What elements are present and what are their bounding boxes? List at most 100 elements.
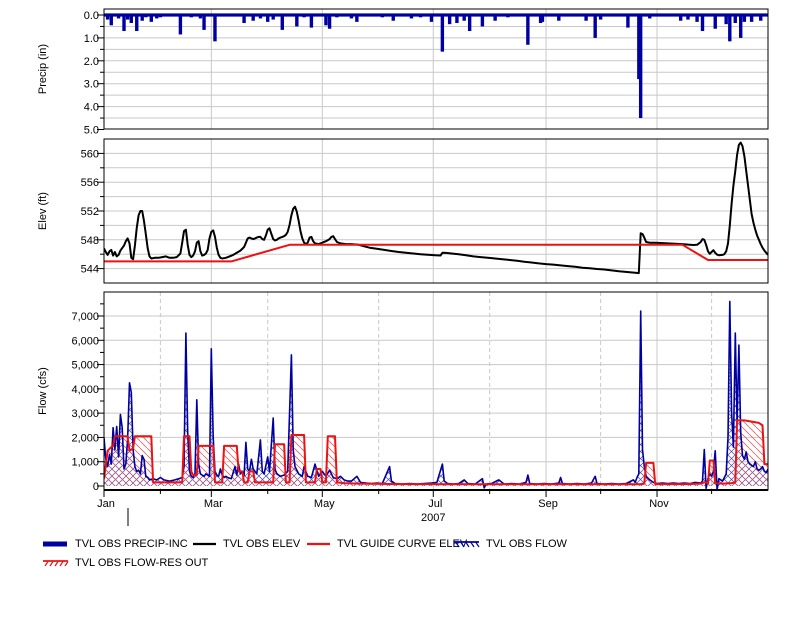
y-axis-title: Flow (cfs): [37, 367, 49, 415]
y-tick-label: 5.0: [84, 125, 99, 137]
precip-bar: [429, 15, 434, 22]
precip-bar: [158, 15, 163, 18]
legend-label: TVL OBS FLOW-RES OUT: [75, 557, 209, 569]
precip-bar: [266, 15, 270, 22]
y-tick-label: 548: [81, 235, 99, 247]
guide-curve-swatch-icon: [307, 542, 330, 546]
precip-bar: [242, 15, 246, 24]
precip-bar: [447, 15, 452, 25]
y-tick-label: 1.0: [84, 33, 99, 45]
precip-bar: [125, 15, 130, 20]
precip-bar: [116, 15, 121, 19]
precip-bar: [349, 15, 354, 19]
legend-item-guide-curve: TVL GUIDE CURVE ELEV: [306, 537, 467, 551]
precip-bar: [335, 15, 339, 18]
precip-bar: [462, 15, 466, 21]
precip-bar: [251, 15, 255, 21]
precip-zero-line: [104, 13, 768, 17]
precip-bar: [695, 15, 699, 22]
precip-bar: [355, 15, 359, 22]
precip-bar: [728, 15, 732, 42]
precip-bar: [380, 15, 385, 18]
y-tick-label: 4.0: [84, 102, 99, 114]
y-tick-label: 5,000: [71, 360, 99, 372]
precip-bar: [480, 15, 485, 27]
y-tick-label: 544: [81, 264, 99, 276]
y-axis-title: Elev (ft): [37, 192, 49, 230]
flow-hatch-swatch-icon: [454, 541, 480, 548]
y-tick-label: 560: [81, 148, 99, 160]
precip-bar: [140, 15, 144, 21]
y-tick-label: 2,000: [71, 432, 99, 444]
legend-item-flow: TVL OBS FLOW: [453, 537, 567, 551]
precip-bar: [213, 15, 217, 42]
y-tick-label: 3,000: [71, 408, 99, 420]
precip-bar: [526, 15, 530, 45]
legend-label: TVL OBS PRECIP-INC: [75, 538, 188, 550]
precip-bar: [135, 15, 139, 32]
precip-bar: [506, 15, 510, 18]
precip-bar: [418, 15, 423, 18]
elev-line-swatch-icon: [193, 542, 216, 546]
precip-bar: [309, 15, 314, 28]
precip-bar: [584, 15, 588, 21]
flow-res-out-hatch-swatch-icon: [43, 560, 69, 567]
legend-item-precip: TVL OBS PRECIP-INC: [42, 537, 188, 551]
legend-label: TVL GUIDE CURVE ELEV: [337, 538, 468, 550]
precip-bar: [638, 15, 643, 119]
x-tick-label: Nov: [649, 498, 669, 510]
y-tick-label: 6,000: [71, 335, 99, 347]
precip-bar: [178, 15, 183, 35]
precip-bar: [144, 15, 148, 18]
x-tick-label: Sep: [538, 498, 558, 510]
precip-bar: [540, 15, 545, 22]
precip-bar: [759, 15, 763, 21]
precip-bar: [598, 15, 603, 20]
panel-border: [103, 8, 769, 130]
precip-bar: [493, 15, 497, 21]
precip-bar: [149, 15, 153, 22]
precip-bar: [409, 15, 414, 19]
precip-bar: [189, 15, 194, 18]
precip-bar: [302, 15, 306, 18]
precip-bar: [155, 15, 159, 19]
precip-bar: [280, 15, 284, 30]
legend-item-elev: TVL OBS ELEV: [192, 537, 300, 551]
x-axis: Jan Mar May Jul Sep Nov 2007: [97, 489, 768, 526]
y-tick-label: 556: [81, 177, 99, 189]
precip-bar: [739, 15, 743, 38]
y-tick-label: 1,000: [71, 457, 99, 469]
precip-bar: [202, 15, 206, 30]
series-line: [104, 419, 768, 486]
year-label: 2007: [421, 512, 445, 524]
y-axis-title: Precip (in): [37, 44, 49, 94]
precip-bar: [749, 15, 754, 22]
x-tick-label: Jul: [428, 498, 442, 510]
precip-bar: [538, 15, 543, 24]
precip-bar: [440, 15, 445, 52]
panel-precip: 0.0 1.0 2.0 3.0 4.0 5.0 Precip (in): [37, 8, 769, 137]
precip-bar: [724, 15, 728, 25]
series-line: [104, 243, 768, 263]
panel-flow: 0 1,000 2,000 3,000 4,000 5,000 6,000 7,000 Flow…: [37, 291, 769, 493]
x-tick-label: May: [314, 498, 335, 510]
precip-bar: [626, 15, 630, 28]
precip-bar: [324, 15, 328, 26]
precip-bar: [295, 15, 299, 27]
precip-bar: [109, 15, 113, 26]
precip-bar: [733, 15, 737, 24]
y-tick-label: 3.0: [84, 79, 99, 91]
y-tick-label: 2.0: [84, 56, 99, 68]
precip-bar: [105, 15, 110, 20]
y-tick-label: 4,000: [71, 384, 99, 396]
legend-label: TVL OBS FLOW: [486, 538, 567, 550]
precip-bar: [455, 15, 459, 24]
precip-bar: [637, 15, 641, 80]
y-tick-label: 0: [93, 481, 99, 493]
y-tick-label: 7,000: [71, 311, 99, 323]
y-tick-label: 0.0: [84, 10, 99, 22]
precip-bar: [713, 15, 717, 29]
precip-bar: [648, 15, 652, 19]
